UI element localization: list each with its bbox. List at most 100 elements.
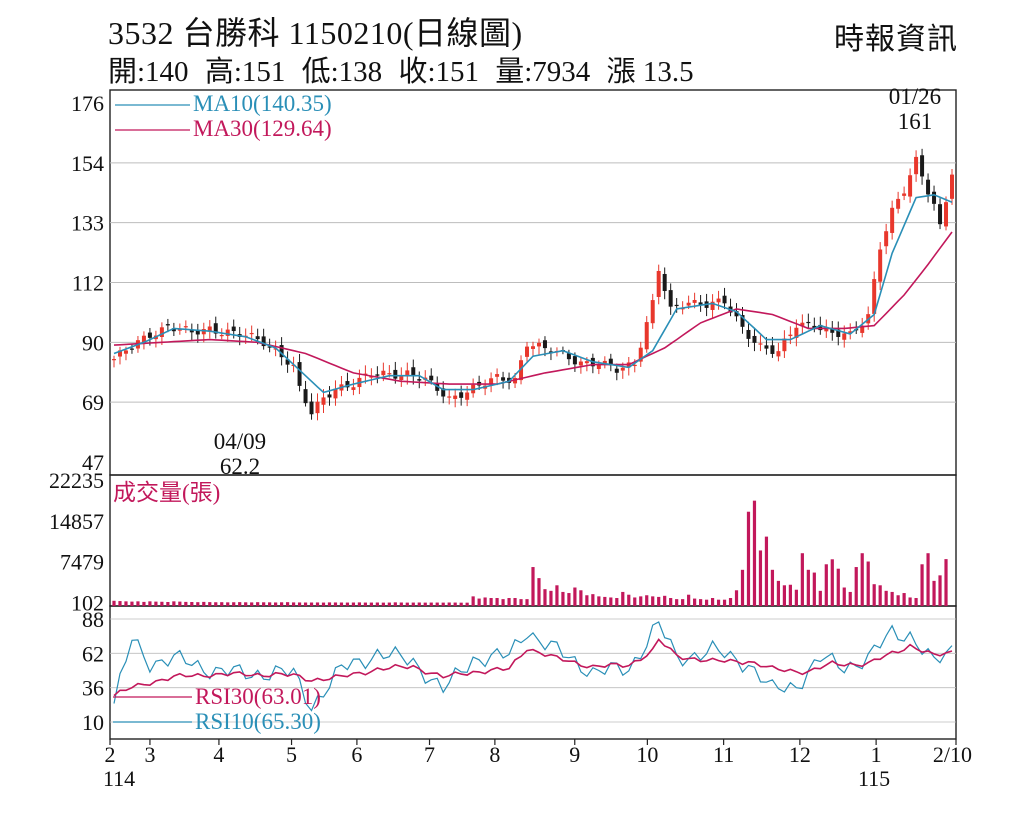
volume-bar [890,591,894,606]
volume-bar [238,602,242,606]
volume-bar [381,602,385,606]
volume-bar [681,599,685,606]
x-tick-label: 4 [213,742,224,767]
candle [417,371,422,389]
candle-body [519,360,524,381]
candle [884,223,889,255]
candle-body [578,361,583,366]
volume-bar [639,596,643,606]
candle-body [542,340,547,349]
price-tick-label: 90 [82,330,104,355]
volume-bar [854,567,858,606]
volume-bar [459,602,463,606]
legend-rsi10: RSI10(65.30) [195,709,321,734]
stat-close: 收:151 [398,56,479,88]
candle-body [465,392,470,400]
volume-bar [812,572,816,606]
candle [225,322,230,342]
volume-bar [142,601,146,606]
candle [740,306,745,334]
candle [710,294,715,319]
volume-bar [375,602,379,606]
candle-body [884,231,889,247]
candle-body [255,336,260,340]
candle [752,327,757,352]
candle [656,264,661,305]
x-tick-label: 10 [636,742,658,767]
legend-rsi30: RSI30(63.01) [195,684,321,709]
volume-bar [339,602,344,606]
volume-bar [285,602,290,606]
candle [345,372,350,391]
volume-bar [609,597,613,606]
candle-body [309,401,314,415]
candle [153,330,158,348]
candle-body [183,326,188,328]
volume-bar [615,598,619,606]
volume-bar [752,500,757,606]
candle-body [920,155,925,177]
price-tick-label: 176 [71,91,104,116]
candle-body [890,207,895,233]
volume-bar [830,559,834,606]
candle [117,346,122,365]
volume-bar [818,590,822,606]
volume-bar [746,511,751,606]
candle-body [746,329,751,339]
candle-body [788,334,793,337]
candle-body [327,394,332,398]
candle [830,321,835,341]
volume-bar [124,601,128,606]
volume-bar [573,587,577,606]
candle [279,337,284,366]
candle [878,242,883,291]
candle-body [806,321,811,324]
candle [495,368,500,386]
volume-bar [908,597,912,606]
candle-body [525,346,530,357]
candle-body [668,290,673,307]
candle [950,169,954,205]
volume-bar [327,602,332,606]
candle-body [213,323,218,334]
candle-body [716,298,721,303]
candle [112,355,116,368]
volume-bar [118,601,122,606]
candle-body [878,249,883,282]
volume-bar [806,569,810,606]
candle-body [596,364,601,369]
source-brand: 時報資訊 [834,23,958,56]
volume-bar [226,602,230,606]
volume-bar [896,595,900,606]
candle-body [147,332,152,338]
candle-body [584,361,589,364]
candle-body [818,324,823,331]
volume-bar [501,599,505,606]
candle-body [129,348,134,350]
candle [722,287,727,310]
candle [836,321,841,346]
stat-high: 高:151 [204,56,286,88]
candle-body [758,343,763,345]
volume-bar [842,587,846,606]
candle [141,331,146,350]
volume-bar [250,602,254,606]
volume-bar [297,602,302,606]
volume-bar [525,599,529,606]
volume-bar [800,553,804,606]
candle-body [489,378,494,385]
candle [860,317,865,338]
candle-body [650,300,655,324]
volume-tick-label: 22235 [49,468,104,493]
candle-body [345,381,350,388]
x-tick-label: 11 [713,742,734,767]
candle [165,318,170,333]
x-tick-label: 2/10 [933,742,972,767]
volume-bar [579,590,583,606]
volume-bar [519,599,523,606]
candle [770,337,775,358]
volume-bar [722,599,727,606]
candle [728,298,733,317]
volume-bar [393,602,397,606]
